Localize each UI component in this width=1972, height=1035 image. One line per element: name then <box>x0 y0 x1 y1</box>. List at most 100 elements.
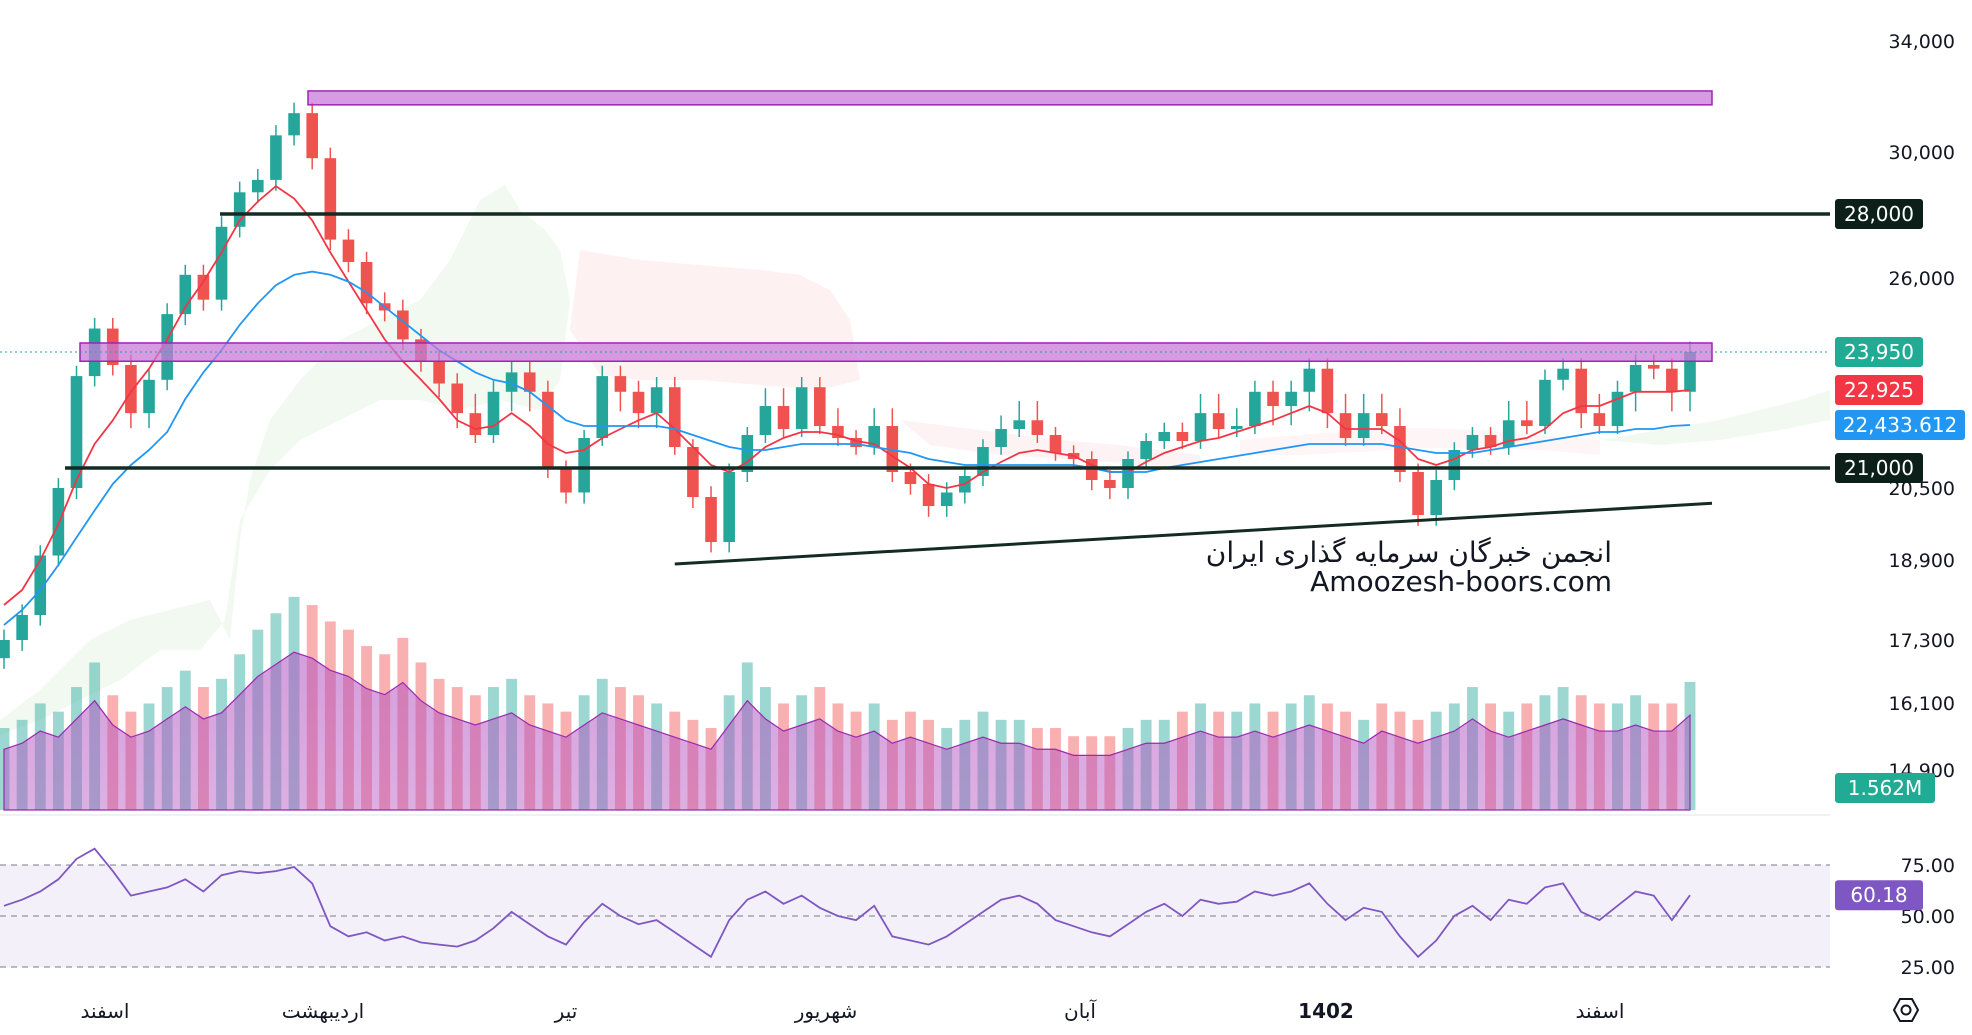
candle-body <box>560 468 572 493</box>
time-tick-label: 1402 <box>1298 999 1354 1023</box>
candle-body <box>487 391 500 436</box>
candle-body <box>1176 432 1189 442</box>
trendline[interactable] <box>674 501 1713 566</box>
price-tick-label: 34,000 <box>1889 31 1955 53</box>
candle-body <box>360 262 373 304</box>
zone-layer <box>0 90 1830 363</box>
candle-body <box>1122 459 1134 488</box>
candle-body <box>433 361 445 384</box>
candle-body <box>215 226 228 300</box>
candle-body <box>1285 391 1297 407</box>
candle-body <box>759 406 772 436</box>
candle-body <box>306 113 318 159</box>
price-axis: 34,000 30,000 26,000 20,500 18,900 17,300 16,1… <box>1889 31 1955 979</box>
candle-body <box>868 426 880 448</box>
time-axis: اسفند اردیبهشت تیر شهریور آبان 1402 اسفند <box>81 998 1625 1023</box>
candle-body <box>1430 480 1442 515</box>
candle-body <box>342 239 355 262</box>
candle-body <box>505 372 518 392</box>
candle-body <box>632 391 645 414</box>
candle-body <box>1539 379 1551 427</box>
price-tag <box>1835 453 1923 483</box>
time-tick-label: آبان <box>1064 998 1097 1023</box>
candle-body <box>233 192 246 227</box>
candle-body <box>886 426 899 472</box>
candle-body <box>1230 426 1243 430</box>
candle-body <box>1684 352 1696 392</box>
candle-body <box>1448 450 1461 480</box>
candle-body <box>0 640 10 659</box>
ma-blue-line <box>3 270 1691 626</box>
candle-body <box>397 310 409 340</box>
price-tag <box>1835 375 1923 405</box>
candle-body <box>523 372 536 392</box>
candle-body <box>1521 420 1533 427</box>
candle-body <box>451 383 464 414</box>
candle-body <box>940 492 953 506</box>
candle-body <box>1357 413 1370 439</box>
candle-body <box>143 379 155 414</box>
rsi-tick-label: 75.00 <box>1901 855 1955 877</box>
candle-body <box>1647 364 1660 369</box>
level-layer <box>65 212 1830 566</box>
ma-layer <box>3 184 1691 626</box>
candle-body <box>1484 435 1497 448</box>
candle-body <box>904 472 917 484</box>
price-tag <box>1835 410 1965 440</box>
candle-body <box>197 274 210 300</box>
candle-body <box>596 376 609 439</box>
candle-body <box>1575 368 1588 414</box>
candle-body <box>1140 441 1152 460</box>
time-tick-label: شهریور <box>794 999 858 1023</box>
candle-body <box>1666 368 1678 392</box>
candle-body <box>777 406 790 430</box>
price-tag-text: 60.18 <box>1850 883 1907 907</box>
settings-icon[interactable] <box>1892 998 1920 1022</box>
rsi-tick-label: 50.00 <box>1901 906 1955 928</box>
price-tick-label: 18,900 <box>1889 550 1955 572</box>
candle-body <box>1321 368 1334 414</box>
candle-body <box>650 387 663 414</box>
price-tick-label: 16,100 <box>1889 693 1955 715</box>
price-tag <box>1835 199 1923 229</box>
candle-body <box>1593 413 1606 427</box>
price-tags: 28,000 21,000 23,950 22,925 22,433.612 1.562M… <box>1835 199 1965 911</box>
candle-body <box>34 555 47 615</box>
time-tick-label: تیر <box>554 999 578 1023</box>
price-tag-text: 28,000 <box>1844 202 1914 226</box>
price-tag-text: 23,950 <box>1844 340 1914 364</box>
watermark-line1: انجمن خبرگان سرمایه گذاری ایران <box>1206 536 1612 569</box>
volume-layer <box>0 596 1696 811</box>
candle-body <box>542 391 554 468</box>
candle-body <box>1212 413 1225 430</box>
candle-body <box>614 376 627 392</box>
price-tag-text: 21,000 <box>1844 456 1914 480</box>
price-tag <box>1835 773 1935 803</box>
candle-body <box>1412 472 1424 515</box>
candle-body <box>578 438 590 493</box>
candle-body <box>1339 413 1352 439</box>
price-tag-text: 1.562M <box>1848 776 1923 800</box>
candle-body <box>1629 364 1642 392</box>
candle-body <box>125 364 137 414</box>
candle-body <box>1013 420 1026 430</box>
price-tick-label: 26,000 <box>1889 268 1955 290</box>
candle-body <box>814 387 826 427</box>
price-tag-text: 22,925 <box>1844 378 1914 402</box>
candle-body <box>1303 368 1316 392</box>
candle-body <box>1158 432 1171 442</box>
candle-body <box>832 426 844 439</box>
candle-body <box>687 447 699 497</box>
candle-body <box>995 429 1007 448</box>
price-tag <box>1835 337 1923 367</box>
candle-body <box>850 438 862 448</box>
candle-body <box>1031 420 1044 436</box>
rsi-line <box>3 847 1691 959</box>
candle-body <box>668 387 681 448</box>
candle-body <box>723 472 735 542</box>
price-tick-label: 30,000 <box>1889 142 1955 164</box>
time-tick-label: اسفند <box>1576 999 1625 1023</box>
supply-zone[interactable] <box>307 90 1713 106</box>
candle-body <box>179 274 192 315</box>
